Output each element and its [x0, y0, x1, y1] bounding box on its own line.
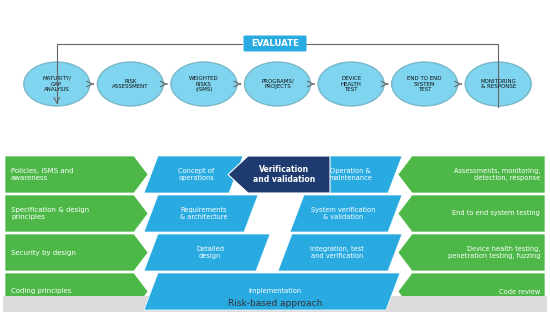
Polygon shape [144, 273, 400, 310]
Polygon shape [5, 195, 148, 232]
Ellipse shape [97, 62, 163, 106]
Text: System verification
& validation: System verification & validation [311, 207, 375, 220]
Text: WEIGHTED
RISKS
(ISMS): WEIGHTED RISKS (ISMS) [189, 76, 219, 92]
Ellipse shape [465, 62, 531, 106]
Polygon shape [305, 156, 402, 193]
Polygon shape [398, 156, 545, 193]
Text: Operation &
maintenance: Operation & maintenance [328, 168, 372, 181]
Polygon shape [144, 156, 243, 193]
Text: Device health testing,
penetration testing, fuzzing: Device health testing, penetration testi… [448, 246, 540, 259]
Text: Coding principles: Coding principles [11, 289, 72, 295]
Text: MATURITY/
GAP
ANALYSIS: MATURITY/ GAP ANALYSIS [42, 76, 72, 92]
Polygon shape [5, 273, 148, 310]
Text: PROGRAMS/
PROJECTS: PROGRAMS/ PROJECTS [261, 79, 294, 90]
FancyBboxPatch shape [3, 296, 547, 312]
Ellipse shape [24, 62, 90, 106]
Text: Concept of
operations: Concept of operations [178, 168, 215, 181]
Text: Security by design: Security by design [11, 250, 76, 256]
Polygon shape [144, 234, 270, 271]
FancyBboxPatch shape [3, 296, 547, 312]
Text: Verification
and validation: Verification and validation [253, 165, 315, 184]
Text: Implementation: Implementation [249, 289, 301, 295]
Polygon shape [228, 156, 330, 193]
Text: Policies, ISMS and
awareness: Policies, ISMS and awareness [11, 168, 74, 181]
Ellipse shape [318, 62, 384, 106]
Text: Integration, test
and verification: Integration, test and verification [310, 246, 364, 259]
Text: END TO END
SYSTEM
TEST: END TO END SYSTEM TEST [408, 76, 442, 92]
Text: Specification & design
principles: Specification & design principles [11, 207, 89, 220]
Polygon shape [398, 195, 545, 232]
FancyBboxPatch shape [244, 36, 306, 51]
Text: Risk-based approach: Risk-based approach [228, 300, 322, 309]
Text: Requirements
& architecture: Requirements & architecture [180, 207, 228, 220]
Text: MONITORING
& RESPONSE: MONITORING & RESPONSE [480, 79, 516, 90]
Polygon shape [5, 156, 148, 193]
Polygon shape [5, 234, 148, 271]
Text: DEVICE
HEALTH
TEST: DEVICE HEALTH TEST [340, 76, 361, 92]
Text: End to end system testing: End to end system testing [452, 211, 540, 217]
Text: EVALUATE: EVALUATE [251, 39, 299, 48]
Text: RISK
ASSESSMENT: RISK ASSESSMENT [112, 79, 148, 90]
Polygon shape [290, 195, 402, 232]
Polygon shape [398, 234, 545, 271]
Ellipse shape [245, 62, 311, 106]
Ellipse shape [171, 62, 237, 106]
Text: Assessments, monitoring,
detection, response: Assessments, monitoring, detection, resp… [454, 168, 540, 181]
Text: Detailed
design: Detailed design [196, 246, 224, 259]
Ellipse shape [392, 62, 458, 106]
Text: Code review: Code review [499, 289, 540, 295]
Polygon shape [144, 195, 258, 232]
Polygon shape [278, 234, 402, 271]
Polygon shape [398, 273, 545, 310]
